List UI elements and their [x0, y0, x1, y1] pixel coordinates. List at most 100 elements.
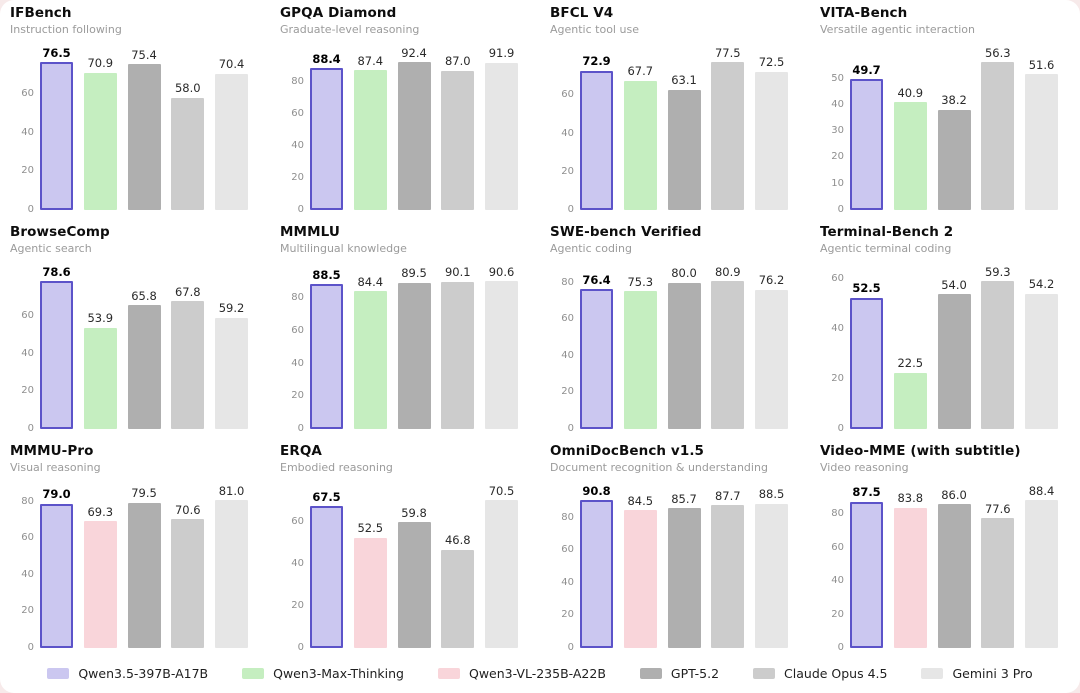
bar-qwen3-5-397b-a17b — [580, 500, 613, 648]
chart-plot: 0 10 20 30 40 50 49.7 40.9 38.2 56.3 51.6 — [820, 42, 1068, 215]
bar-group-qwen3-vl-235b-a22b: 52.5 — [353, 523, 387, 648]
bar-value-label: 70.4 — [218, 57, 245, 72]
chart-title: SWE-bench Verified — [550, 224, 702, 240]
bar-value-label: 77.5 — [714, 45, 741, 60]
chart-mmmlu: MMMLU Multilingual knowledge 0 20 40 60 80 88.5… — [270, 221, 540, 440]
bar-value-label: 59.2 — [218, 301, 245, 316]
bar-gpt-5-2 — [937, 504, 971, 648]
bar-value-label: 88.4 — [312, 51, 341, 66]
bar-claude-opus-4-5 — [171, 97, 205, 210]
bar-value-label: 58.0 — [174, 81, 201, 96]
y-axis-tick-label: 0 — [27, 642, 34, 653]
bars-area: 78.6 53.9 65.8 67.8 59.2 — [40, 264, 248, 429]
y-axis-tick-label: 40 — [291, 357, 304, 369]
y-axis-tick-label: 20 — [561, 165, 574, 177]
y-axis-tick-label: 40 — [831, 575, 844, 587]
bar-group-claude-opus-4-5: 77.6 — [981, 501, 1015, 648]
bar-value-label: 91.9 — [488, 46, 515, 61]
bar-group-gpt-5-2: 59.8 — [397, 505, 431, 648]
bar-claude-opus-4-5 — [981, 62, 1015, 210]
bars-area: 52.5 22.5 54.0 59.3 54.2 — [850, 266, 1058, 429]
bars-area: 49.7 40.9 38.2 56.3 51.6 — [850, 47, 1058, 210]
bar-qwen3-5-397b-a17b — [40, 62, 73, 210]
chart-title: ERQA — [280, 443, 322, 459]
bar-group-gpt-5-2: 65.8 — [127, 288, 161, 429]
bar-group-gpt-5-2: 63.1 — [667, 73, 701, 210]
bar-group-claude-opus-4-5: 56.3 — [981, 47, 1015, 210]
bar-group-qwen3-5-397b-a17b: 88.5 — [310, 267, 343, 429]
bar-value-label: 80.9 — [714, 264, 741, 279]
y-axis-tick-label: 60 — [21, 532, 34, 544]
y-axis-tick-label: 20 — [291, 390, 304, 402]
bar-value-label: 65.8 — [131, 288, 157, 303]
bar-claude-opus-4-5 — [441, 281, 475, 429]
chart-title: MMMU-Pro — [10, 443, 94, 459]
y-axis-tick-label: 30 — [831, 125, 844, 137]
y-axis-tick-label: 60 — [831, 273, 844, 285]
legend-swatch-gemini-3-pro — [921, 667, 944, 679]
chart-title: Terminal-Bench 2 — [820, 224, 954, 240]
bar-value-label: 75.3 — [627, 274, 654, 289]
chart-ifbench: IFBench Instruction following 0 20 40 60 76.5 7… — [0, 2, 270, 221]
y-axis-tick-label: 40 — [21, 347, 34, 359]
y-axis-tick-label: 20 — [291, 171, 304, 183]
legend-swatch-claude-opus-4-5 — [753, 667, 776, 679]
bar-value-label: 59.8 — [401, 505, 427, 520]
bar-group-gpt-5-2: 75.4 — [127, 49, 161, 210]
bar-value-label: 88.5 — [758, 487, 785, 502]
chart-title: BFCL V4 — [550, 5, 614, 21]
bar-value-label: 88.5 — [312, 267, 341, 282]
bar-value-label: 81.0 — [218, 483, 245, 498]
y-axis-tick-label: 20 — [21, 165, 34, 177]
bar-gpt-5-2 — [127, 305, 161, 429]
chart-title: VITA-Bench — [820, 5, 908, 21]
chart-subtitle: Embodied reasoning — [280, 461, 393, 474]
chart-subtitle: Instruction following — [10, 23, 122, 36]
bar-qwen3-5-397b-a17b — [850, 79, 883, 210]
chart-plot: 0 20 40 60 76.5 70.9 75.4 58.0 70.4 — [10, 42, 258, 215]
bar-group-gpt-5-2: 92.4 — [397, 47, 431, 210]
chart-title: GPQA Diamond — [280, 5, 397, 21]
chart-plot: 0 20 40 60 78.6 53.9 65.8 67.8 59.2 — [10, 261, 258, 434]
y-axis-tick-label: 20 — [21, 385, 34, 397]
bar-group-qwen3-max-thinking: 70.9 — [83, 58, 117, 210]
bar-group-gpt-5-2: 85.7 — [667, 493, 701, 648]
y-axis-tick-label: 60 — [291, 516, 304, 528]
y-axis-tick-label: 0 — [27, 204, 34, 215]
chart-subtitle: Multilingual knowledge — [280, 242, 407, 255]
bar-group-qwen3-5-397b-a17b: 87.5 — [850, 487, 883, 648]
bar-claude-opus-4-5 — [981, 281, 1015, 429]
chart-mmmu-pro: MMMU-Pro Visual reasoning 0 20 40 60 80 79.0 69.… — [0, 440, 270, 659]
y-axis-tick-label: 60 — [561, 313, 574, 325]
legend-swatch-gpt-5-2 — [639, 667, 662, 679]
bar-group-gemini-3-pro: 51.6 — [1025, 59, 1058, 210]
y-axis-tick-label: 80 — [21, 495, 34, 507]
bar-value-label: 54.0 — [941, 277, 967, 292]
y-axis-tick-label: 80 — [831, 508, 844, 520]
y-axis-tick-label: 20 — [561, 386, 574, 398]
chart-title: IFBench — [10, 5, 72, 21]
y-axis-tick-label: 40 — [561, 576, 574, 588]
bar-gemini-3-pro — [755, 71, 788, 210]
y-axis-tick-label: 80 — [291, 292, 304, 304]
bar-claude-opus-4-5 — [711, 281, 745, 429]
bar-gemini-3-pro — [755, 289, 788, 429]
bar-value-label: 78.6 — [42, 264, 71, 279]
bar-gpt-5-2 — [127, 64, 161, 210]
bar-value-label: 77.6 — [984, 501, 1011, 516]
bar-group-claude-opus-4-5: 59.3 — [981, 266, 1015, 429]
bar-claude-opus-4-5 — [981, 518, 1015, 648]
bar-group-qwen3-vl-235b-a22b: 84.5 — [623, 495, 657, 648]
legend-label: Gemini 3 Pro — [952, 665, 1033, 681]
chart-plot: 0 20 40 60 80 90.8 84.5 85.7 87.7 88.5 — [550, 480, 798, 653]
chart-subtitle: Graduate-level reasoning — [280, 23, 420, 36]
y-axis-tick-label: 20 — [831, 151, 844, 163]
bar-value-label: 87.7 — [714, 488, 741, 503]
bar-qwen3-max-thinking — [893, 102, 927, 210]
bar-value-label: 67.7 — [627, 64, 654, 79]
bar-value-label: 63.1 — [671, 73, 697, 87]
bar-group-gemini-3-pro: 91.9 — [485, 48, 518, 210]
bar-gpt-5-2 — [127, 502, 161, 648]
bars-area: 72.9 67.7 63.1 77.5 72.5 — [580, 45, 788, 210]
bar-gemini-3-pro — [215, 500, 248, 648]
